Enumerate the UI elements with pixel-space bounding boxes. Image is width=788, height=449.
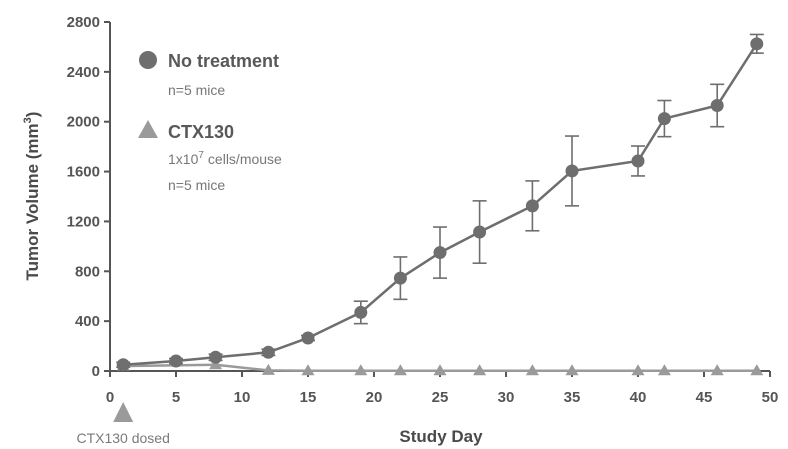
y-tick-label: 800 bbox=[75, 263, 100, 280]
data-point-circle bbox=[631, 154, 645, 168]
y-tick-label: 2400 bbox=[67, 64, 100, 81]
legend-label-no-treatment: No treatment bbox=[168, 51, 279, 71]
data-point-circle bbox=[750, 37, 764, 51]
data-point-triangle bbox=[750, 364, 764, 376]
data-point-triangle bbox=[301, 364, 315, 376]
data-point-triangle bbox=[473, 364, 487, 376]
data-point-triangle bbox=[525, 364, 539, 376]
dose-annotation-label: CTX130 dosed bbox=[76, 430, 169, 446]
x-tick-label: 15 bbox=[300, 389, 317, 406]
data-point-circle bbox=[393, 271, 407, 285]
x-tick-label: 25 bbox=[432, 389, 449, 406]
series-line bbox=[123, 363, 757, 373]
legend-triangle-marker bbox=[138, 120, 158, 138]
x-tick-label: 45 bbox=[696, 389, 713, 406]
data-point-circle bbox=[525, 199, 539, 213]
data-point-circle bbox=[565, 164, 579, 178]
legend-sub-no-treatment: n=5 mice bbox=[168, 82, 225, 98]
y-tick-label: 0 bbox=[92, 363, 100, 380]
x-tick-label: 40 bbox=[630, 389, 647, 406]
y-tick-label: 2000 bbox=[67, 114, 100, 131]
legend: No treatment n=5 mice CTX130 1x107 cells/… bbox=[138, 51, 282, 193]
x-tick-label: 5 bbox=[172, 389, 180, 406]
x-tick-label: 20 bbox=[366, 389, 383, 406]
x-tick-label: 30 bbox=[498, 389, 515, 406]
legend-item-no-treatment: No treatment n=5 mice bbox=[139, 51, 279, 98]
series-layer bbox=[116, 33, 764, 376]
dose-triangle-marker bbox=[113, 402, 134, 422]
y-axis-title-sup: 3 bbox=[22, 117, 34, 123]
data-point-circle bbox=[473, 225, 487, 239]
data-point-triangle bbox=[354, 364, 368, 376]
data-point-triangle bbox=[433, 364, 447, 376]
x-tick-label: 35 bbox=[564, 389, 581, 406]
data-point-circle bbox=[354, 305, 368, 319]
legend-sub-ctx130-n: n=5 mice bbox=[168, 177, 225, 193]
y-axis-title-main: Tumor Volume (mm bbox=[23, 123, 42, 280]
x-tick-label: 50 bbox=[762, 389, 779, 406]
y-axis-title: Tumor Volume (mm3) bbox=[22, 112, 42, 281]
data-point-circle bbox=[301, 331, 315, 345]
data-point-circle bbox=[261, 345, 275, 359]
legend-item-ctx130: CTX130 1x107 cells/mouse n=5 mice bbox=[138, 120, 282, 193]
data-point-triangle bbox=[631, 364, 645, 376]
y-tick-label: 2800 bbox=[67, 14, 100, 31]
legend-circle-marker bbox=[139, 51, 157, 69]
data-point-triangle bbox=[261, 363, 275, 375]
series-no-treatment bbox=[116, 33, 764, 372]
x-axis-title: Study Day bbox=[399, 427, 483, 446]
dosing-annotation: CTX130 dosed bbox=[76, 402, 170, 446]
data-point-circle bbox=[433, 246, 447, 260]
y-axis-title-close: ) bbox=[23, 112, 42, 118]
legend-sub-dose-base: 1x10 bbox=[168, 151, 199, 167]
y-tick-label: 1200 bbox=[67, 213, 100, 230]
data-point-circle bbox=[169, 354, 183, 368]
data-point-triangle bbox=[393, 364, 407, 376]
y-tick-label: 1600 bbox=[67, 164, 100, 181]
legend-sub-dose-sup: 7 bbox=[198, 150, 204, 161]
legend-label-ctx130: CTX130 bbox=[168, 122, 234, 142]
data-point-triangle bbox=[657, 364, 671, 376]
x-tick-label: 10 bbox=[234, 389, 251, 406]
legend-sub-ctx130-dose: 1x107 cells/mouse bbox=[168, 150, 282, 167]
data-point-circle bbox=[209, 350, 223, 364]
axes: 0 400 800 1200 1600 2000 2400 2800 0 5 10 15 20 25 30 3… bbox=[67, 14, 779, 406]
y-tick-label: 400 bbox=[75, 313, 100, 330]
data-point-circle bbox=[116, 358, 130, 372]
data-point-circle bbox=[710, 99, 724, 113]
x-tick-label: 0 bbox=[106, 389, 114, 406]
data-point-triangle bbox=[565, 364, 579, 376]
legend-sub-dose-unit: cells/mouse bbox=[208, 151, 282, 167]
data-point-circle bbox=[657, 112, 671, 126]
data-point-triangle bbox=[710, 364, 724, 376]
